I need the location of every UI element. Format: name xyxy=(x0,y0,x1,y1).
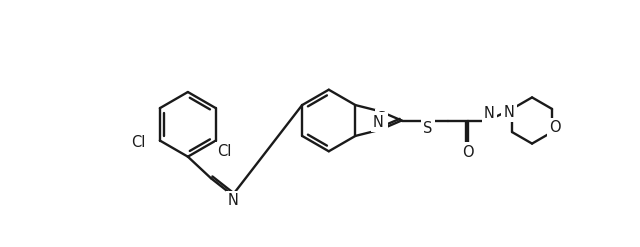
Text: N: N xyxy=(484,106,495,121)
Text: N: N xyxy=(504,105,515,120)
Text: Cl: Cl xyxy=(218,144,232,159)
Text: O: O xyxy=(549,120,561,135)
Text: Cl: Cl xyxy=(132,135,146,150)
Text: N: N xyxy=(373,115,384,129)
Text: S: S xyxy=(377,111,387,126)
Text: O: O xyxy=(462,144,474,160)
Text: S: S xyxy=(423,121,433,136)
Text: N: N xyxy=(228,193,239,208)
